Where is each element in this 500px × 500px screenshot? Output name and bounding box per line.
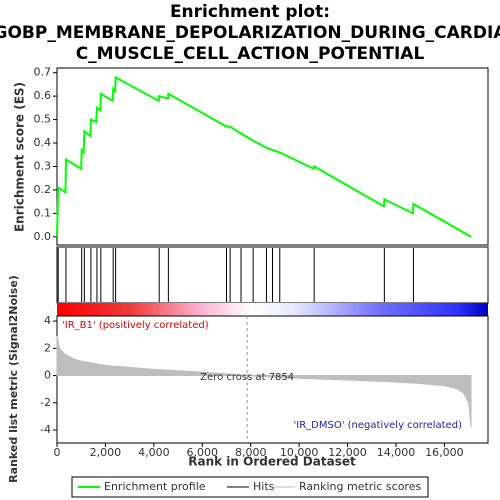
color-bar [57, 303, 488, 316]
y-tick-label: -2 [40, 396, 51, 409]
y-tick-label: 0.4 [34, 136, 52, 149]
x-tick-label: 4,000 [138, 446, 170, 459]
x-tick-label: 12,000 [328, 446, 367, 459]
y-tick-label: 0.6 [34, 89, 52, 102]
es-frame [56, 67, 489, 246]
y-tick-label: 0.3 [34, 159, 52, 172]
y-tick-label: 0.1 [34, 206, 52, 219]
x-tick-label: 2,000 [90, 446, 122, 459]
title-line: GOBP_MEMBRANE_DEPOLARIZATION_DURING_CARD… [0, 23, 500, 43]
y-tick-label: 2 [44, 341, 51, 354]
title-line: C_MUSCLE_CELL_ACTION_POTENTIAL [76, 44, 425, 64]
y-axis-label: Ranked list metric (Signal2Noise) [7, 275, 20, 483]
y-tick-label: 0.0 [34, 230, 52, 243]
x-tick-label: 0 [54, 446, 61, 459]
es-line [56, 75, 472, 238]
annotation: 'IR_B1' (positively correlated) [62, 320, 209, 331]
y-tick-label: -4 [40, 423, 51, 436]
y-axis-label: Enrichment score (ES) [13, 82, 27, 232]
x-tick-label: 6,000 [187, 446, 219, 459]
y-tick-label: 0.2 [34, 183, 52, 196]
legend-label: Ranking metric scores [299, 480, 421, 493]
annotation: 'IR_DMSO' (negatively correlated) [294, 420, 463, 431]
x-tick-label: 14,000 [377, 446, 416, 459]
y-tick-label: 0 [44, 369, 51, 382]
y-tick-label: 0.7 [34, 66, 52, 79]
y-tick-label: 4 [44, 314, 51, 327]
x-tick-label: 10,000 [280, 446, 319, 459]
x-tick-label: 8,000 [235, 446, 267, 459]
zero-cross-label: Zero cross at 7854 [200, 372, 294, 383]
legend-label: Hits [253, 480, 275, 493]
x-tick-label: 16,000 [425, 446, 464, 459]
y-tick-label: 0.5 [34, 113, 52, 126]
legend [71, 476, 429, 498]
x-axis-label: Rank in Ordered Dataset [188, 455, 356, 469]
metric-area [56, 335, 472, 428]
legend-label: Enrichment profile [104, 480, 206, 493]
title-line: Enrichment plot: [170, 2, 330, 22]
metric-frame [56, 315, 489, 444]
